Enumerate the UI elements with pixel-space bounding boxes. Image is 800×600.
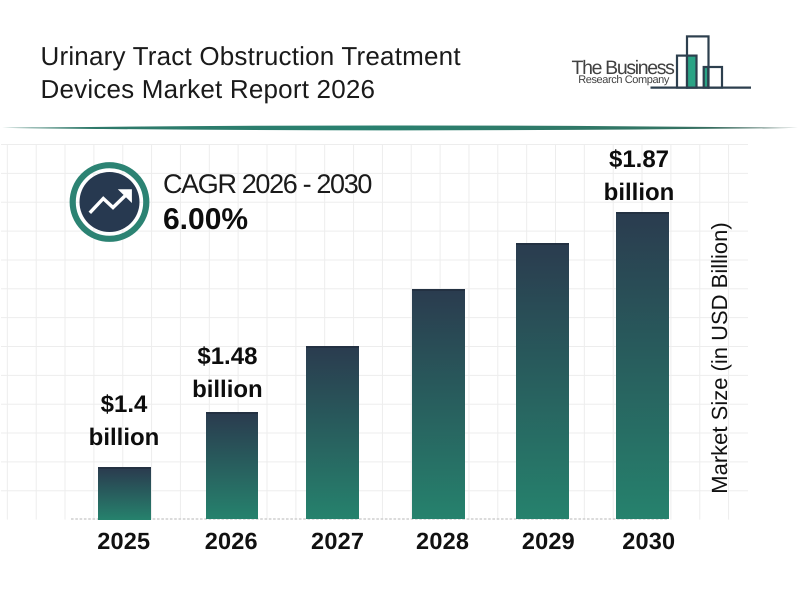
svg-text:The Business: The Business bbox=[572, 57, 676, 79]
svg-text:Research Company: Research Company bbox=[578, 74, 670, 86]
